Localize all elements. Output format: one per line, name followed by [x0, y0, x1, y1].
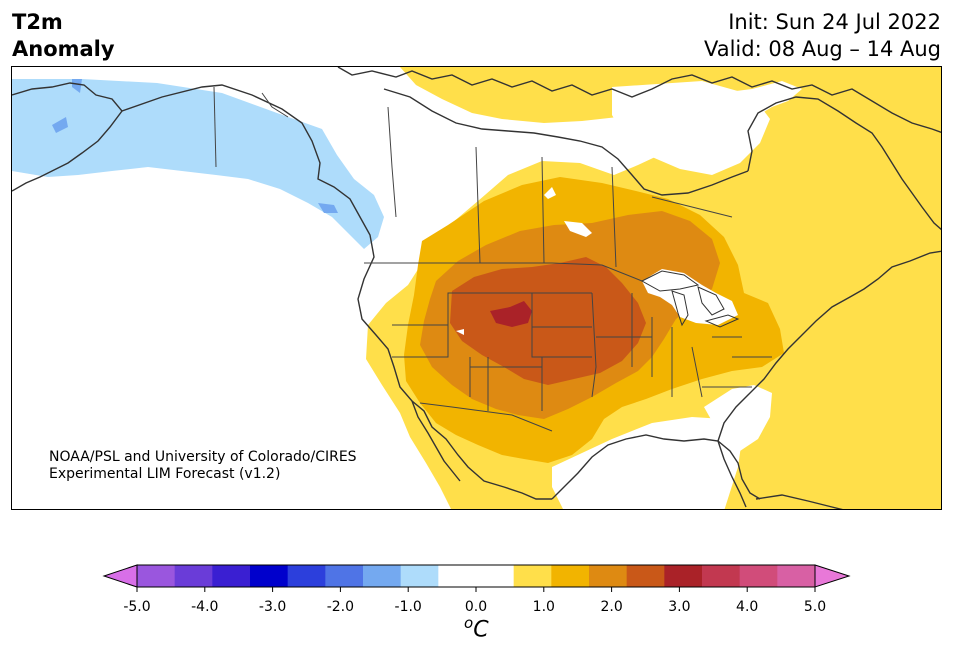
- coastline-labrador: [747, 96, 941, 231]
- colorbar-tick-label: -4.0: [191, 599, 219, 615]
- lake-huron: [697, 286, 725, 316]
- warm-hole-1: [564, 221, 592, 237]
- colorbar-cell: [551, 565, 590, 587]
- lake-michigan: [671, 290, 689, 327]
- colorbar-cell: [137, 565, 176, 587]
- init-date: Init: Sun 24 Jul 2022: [728, 10, 941, 34]
- coastline-cuba: [755, 494, 843, 509]
- valid-date: Valid: 08 Aug – 14 Aug: [703, 37, 941, 61]
- map-panel: [11, 66, 942, 510]
- lakes-outline: [640, 270, 740, 328]
- forecast-dates: Init: Sun 24 Jul 2022 Valid: 08 Aug – 14…: [704, 9, 941, 63]
- title-line-2: Anomaly: [12, 37, 115, 61]
- anomaly-fills: [12, 67, 941, 509]
- coastline-gulf: [551, 434, 761, 500]
- unit-celsius: C: [473, 617, 489, 643]
- colorbar-tick-label: 2.0: [600, 599, 623, 615]
- coastline-florida: [717, 440, 747, 508]
- warm-hole-2: [544, 187, 556, 199]
- cool-anomaly-region: [12, 79, 384, 249]
- colorbar-cell: [438, 565, 477, 587]
- colorbar-cell: [626, 565, 665, 587]
- anomaly-map: [12, 67, 941, 509]
- warm-core-red: [490, 301, 532, 327]
- colorbar-tick-label: -1.0: [394, 599, 422, 615]
- colorbar-tick-label: 1.0: [532, 599, 555, 615]
- colorbar-ticks: [136, 587, 816, 592]
- title-line-1: T2m: [12, 10, 63, 34]
- map-title: T2m Anomaly: [12, 9, 115, 63]
- colorbar-cells: [137, 565, 816, 587]
- colorbar-tick-label: 5.0: [803, 599, 827, 615]
- colorbar-cell: [325, 565, 364, 587]
- border-us-canada: [364, 262, 643, 282]
- data-credit: NOAA/PSL and University of Colorado/CIRE…: [49, 449, 357, 483]
- coastline-baja: [411, 400, 461, 482]
- colorbar-cell: [400, 565, 439, 587]
- northeast-clear-area: [612, 81, 770, 175]
- coastlines: [12, 67, 941, 509]
- colorbar-unit-label: oC: [464, 614, 489, 642]
- lake-erie: [704, 314, 740, 328]
- colorbar-cell: [702, 565, 741, 587]
- colorbar-max-extension: [814, 564, 851, 588]
- coastline-hudson-bay: [383, 88, 749, 196]
- colorbar-tick-label: -3.0: [258, 599, 287, 615]
- colorbar-cell: [589, 565, 628, 587]
- borders: [213, 86, 772, 432]
- coastline-atlantic: [717, 250, 941, 442]
- colorbar-cell: [363, 565, 402, 587]
- colorbar-tick-label: 4.0: [736, 599, 759, 615]
- colorbar-cell: [174, 565, 213, 587]
- lake-superior: [640, 270, 700, 292]
- cool-core-1: [72, 79, 82, 93]
- unit-degree: o: [464, 614, 474, 632]
- colorbar-cell: [287, 565, 326, 587]
- warm-hole-3: [456, 329, 464, 335]
- border-us-mexico: [419, 402, 553, 432]
- southeast-clear-area: [704, 385, 772, 451]
- cool-core-3: [318, 203, 338, 213]
- colorbar-cell: [739, 565, 778, 587]
- warm-dark-orange-region: [450, 257, 646, 385]
- colorbar-cell: [476, 565, 515, 587]
- hudson-clear-area: [392, 87, 572, 163]
- border-alaska: [213, 86, 217, 168]
- great-lakes: [642, 269, 738, 325]
- colorbar-tick-label: -5.0: [123, 599, 151, 615]
- colorbar-cell: [250, 565, 289, 587]
- credit-line-2: Experimental LIM Forecast (v1.2): [49, 466, 281, 482]
- coastline-pacific: [121, 84, 552, 500]
- colorbar-min-extension: [102, 564, 138, 588]
- border-canada-provinces: [261, 92, 733, 268]
- colorbar-cell: [664, 565, 703, 587]
- colorbar-cell: [777, 565, 816, 587]
- cool-core-2: [52, 117, 68, 133]
- credit-line-1: NOAA/PSL and University of Colorado/CIRE…: [49, 449, 357, 465]
- colorbar-cell: [513, 565, 552, 587]
- colorbar-tick-label: 0.0: [464, 599, 488, 615]
- colorbar-cell: [212, 565, 251, 587]
- colorbar-tick-label: 3.0: [668, 599, 691, 615]
- border-us-states: [392, 292, 772, 411]
- coastline-arctic: [337, 67, 941, 134]
- coastline-alaska: [12, 82, 123, 192]
- colorbar-tick-label: -2.0: [326, 599, 355, 615]
- colorbar: [102, 564, 851, 592]
